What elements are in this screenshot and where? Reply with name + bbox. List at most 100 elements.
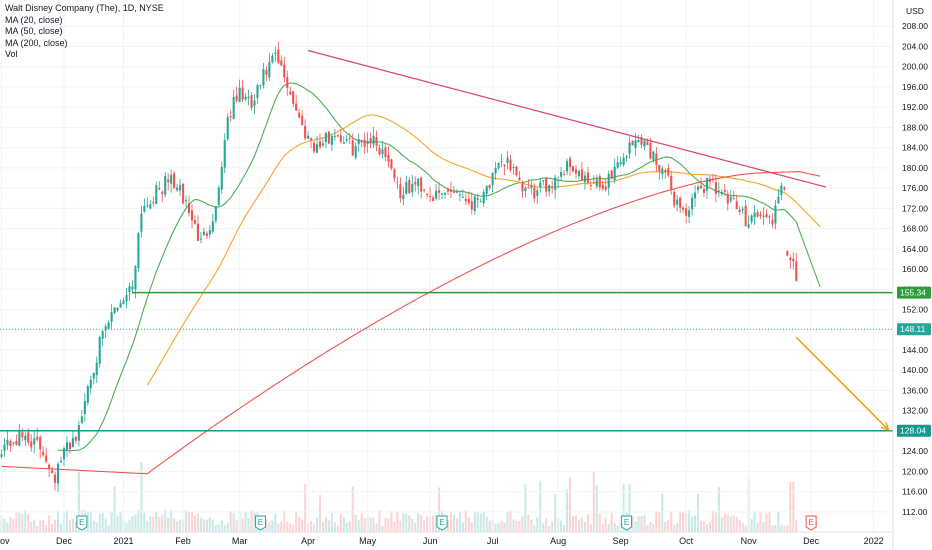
candle-body [664, 169, 667, 172]
x-tick-label: Apr [301, 536, 315, 546]
candle-body [548, 185, 551, 192]
candle-body [304, 125, 307, 139]
y-tick-label: 188.00 [902, 122, 928, 132]
y-tick-label: 172.00 [902, 203, 928, 213]
legend-ma200[interactable]: MA (200, close) [5, 37, 68, 48]
candle-body [18, 430, 21, 446]
volume-bar [616, 525, 619, 532]
volume-bar [360, 513, 363, 532]
volume-bar [634, 521, 637, 532]
legend-ma20[interactable]: MA (20, close) [5, 14, 63, 25]
volume-bar [756, 522, 759, 532]
candle-body [399, 184, 402, 198]
candle-body [187, 203, 191, 214]
x-tick-label: Jun [423, 536, 438, 546]
volume-bar [568, 477, 572, 532]
candle-body [24, 435, 27, 441]
volume-bar [506, 511, 509, 532]
volume-bar [628, 483, 631, 532]
candle-body [80, 416, 83, 423]
volume-bar [771, 525, 774, 532]
candle-body [345, 139, 348, 141]
candle-body [765, 214, 768, 218]
volume-bar [610, 512, 613, 532]
legend-volume[interactable]: Vol [5, 49, 18, 59]
volume-bar [649, 522, 652, 532]
volume-bar [696, 493, 700, 532]
volume-bar [375, 523, 378, 532]
volume-bar [542, 523, 545, 532]
volume-bar [768, 511, 771, 532]
volume-bar [363, 518, 366, 532]
volume-bar [274, 513, 277, 532]
volume-bar [527, 514, 530, 532]
candle-body [607, 173, 610, 188]
volume-bar [187, 511, 191, 532]
candle-body [223, 139, 226, 168]
candle-body [643, 140, 646, 147]
candle-body [250, 95, 253, 108]
candle-body [33, 438, 36, 445]
candle-body [789, 257, 792, 260]
candle-body [750, 215, 753, 222]
volume-bar [283, 510, 286, 532]
candle-body [265, 70, 268, 75]
volume-bar [411, 519, 414, 532]
volume-bar [455, 518, 458, 532]
volume-bar [134, 514, 137, 532]
candle-body [101, 331, 104, 339]
volume-bar [688, 510, 691, 532]
volume-bar [601, 524, 604, 532]
x-tick-label: Oct [679, 536, 694, 546]
candle-body [711, 178, 714, 181]
volume-bar [780, 524, 783, 532]
candle-body [42, 451, 45, 456]
candle-body [116, 307, 119, 311]
x-tick-label: Dec [56, 536, 73, 546]
candle-body [241, 87, 244, 100]
candle-body [164, 176, 167, 195]
candle-body [45, 455, 48, 462]
volume-bar [152, 516, 155, 532]
candle-body [500, 160, 503, 162]
volume-bar [9, 516, 12, 532]
y-tick-label: 152.00 [902, 305, 928, 315]
legend-ma50[interactable]: MA (50, close) [5, 26, 63, 36]
volume-bar [735, 517, 738, 532]
volume-bar [464, 510, 467, 532]
volume-bar [280, 521, 283, 532]
volume-bar [571, 516, 575, 532]
volume-bar [592, 471, 595, 532]
volume-bar [18, 511, 21, 532]
candle-body [173, 173, 176, 189]
y-tick-label: 192.00 [902, 102, 928, 112]
y-tick-label: 144.00 [902, 345, 928, 355]
price-tag-label: 128.04 [900, 426, 926, 436]
volume-bar [792, 482, 795, 532]
y-tick-label: 140.00 [902, 365, 928, 375]
volume-bar [125, 522, 128, 532]
candle-body [408, 179, 411, 194]
volume-bar [330, 512, 333, 532]
candle-body [485, 185, 488, 194]
volume-bar [241, 518, 244, 532]
volume-bar [158, 517, 161, 532]
volume-bar [512, 519, 515, 532]
candle-body [57, 463, 60, 484]
candle-body [375, 137, 378, 147]
candle-body [134, 266, 137, 290]
volume-bar [426, 515, 429, 532]
candle-body [610, 170, 613, 179]
x-tick-label: Nov [741, 536, 758, 546]
volume-bar [170, 510, 173, 532]
volume-bar [59, 523, 63, 532]
candle-body [229, 116, 232, 118]
candle-body [506, 157, 509, 164]
volume-bar [193, 515, 197, 532]
candle-body [786, 250, 789, 256]
candle-body [387, 154, 390, 162]
volume-bar [277, 523, 280, 532]
volume-bar [226, 522, 229, 532]
trendline [307, 49, 827, 188]
